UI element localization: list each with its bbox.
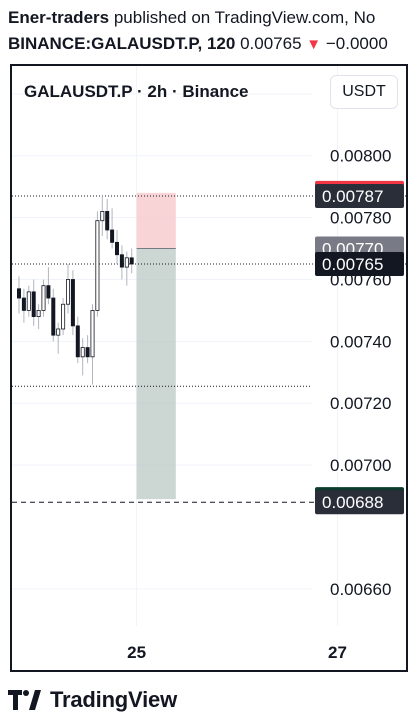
author-name[interactable]: Ener-traders [8, 8, 110, 27]
candle-body-16 [95, 220, 100, 311]
candle-body-9 [61, 303, 66, 330]
y-tick-label-1: 0.00800 [330, 147, 391, 166]
price-badge-label-5: 0.00688 [322, 493, 383, 512]
candle-body-17 [100, 211, 105, 222]
candle-body-8 [56, 328, 61, 336]
price-badge-3 [315, 252, 404, 277]
last-price: 0.00765 [240, 34, 302, 53]
candle-body-5 [41, 285, 46, 311]
price-change: −0.0000 [325, 34, 388, 53]
y-tick-label-6: 0.00700 [330, 456, 391, 475]
candle-body-22 [124, 257, 129, 268]
candle-body-4 [36, 310, 41, 318]
candle-body-10 [66, 279, 71, 305]
y-tick-label-7: 0.00660 [330, 580, 391, 599]
candle-body-23 [129, 257, 134, 265]
candle-body-18 [105, 211, 110, 231]
y-tick-label-5: 0.00720 [330, 394, 391, 413]
candle-body-19 [110, 229, 115, 243]
price-badge-5 [315, 490, 404, 515]
candle-body-6 [46, 285, 51, 299]
y-tick-label-4: 0.00740 [330, 332, 391, 351]
target-zone [136, 192, 176, 249]
x-tick-label-1: 27 [328, 643, 347, 662]
price-badge-label-3: 0.00765 [322, 255, 383, 274]
stop-zone [136, 248, 176, 500]
published-text: published on TradingView.com, No [113, 8, 376, 27]
symbol-interval: BINANCE:GALAUSDT.P, 120 [8, 34, 236, 53]
candle-body-12 [75, 325, 80, 358]
candle-body-3 [31, 291, 36, 318]
header-line-symbol: BINANCE:GALAUSDT.P, 120 0.00765 ▼ −0.000… [8, 34, 388, 55]
header-line-author: Ener-traders published on TradingView.co… [8, 8, 375, 28]
candle-body-14 [85, 347, 90, 358]
x-tick-label-0: 25 [127, 643, 146, 662]
y-tick-label-2: 0.00780 [330, 209, 391, 228]
price-badge-label-1: 0.00787 [322, 187, 383, 206]
price-badge-1 [315, 183, 404, 208]
chart-legend-title: GALAUSDT.P · 2h · Binance [24, 82, 249, 101]
tradingview-logo[interactable]: TradingView [8, 686, 177, 714]
candle-body-20 [115, 241, 120, 256]
tradingview-logo-text: TradingView [50, 687, 177, 712]
chart-panel[interactable]: 0.008200.008000.007800.007600.007400.007… [10, 64, 408, 672]
candlestick-chart[interactable]: 0.008200.008000.007800.007600.007400.007… [12, 66, 406, 670]
candle-body-13 [80, 347, 85, 358]
down-arrow-icon: ▼ [306, 36, 322, 53]
candle-body-15 [90, 310, 95, 358]
candle-body-2 [26, 291, 31, 311]
candle-body-0 [17, 288, 22, 299]
candle-body-7 [51, 297, 56, 336]
candle-body-21 [119, 254, 124, 268]
candle-body-11 [70, 279, 75, 327]
currency-button[interactable]: USDT [330, 75, 398, 109]
candle-body-1 [21, 297, 26, 311]
tradingview-logo-icon [8, 690, 41, 710]
